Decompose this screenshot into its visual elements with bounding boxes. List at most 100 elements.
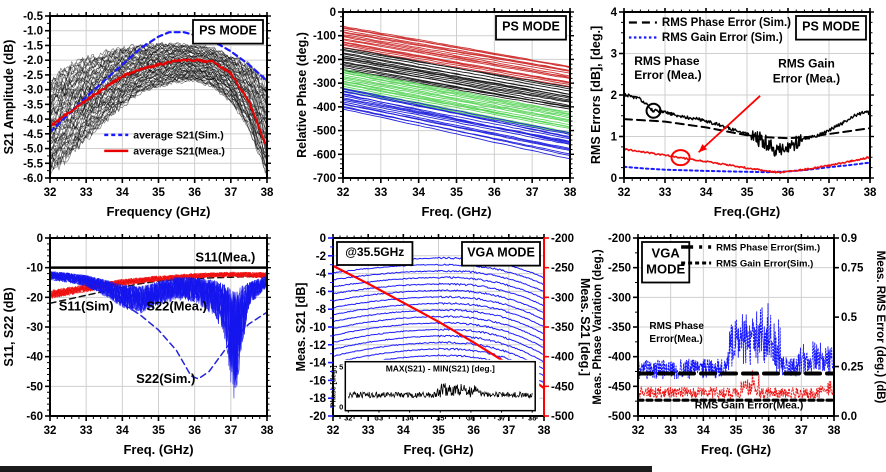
trace-phase-states-red [343,42,570,84]
x-tick-label: 33 [664,425,677,437]
trace-phase-states-green [343,81,570,128]
trace-s21-measured-states [50,76,267,171]
trace-vga-gain-states [333,328,544,356]
y-tick-label: -16 [309,375,326,387]
x-axis-label: Frequency (GHz) [106,204,210,219]
trace-phase-states-black [343,59,570,101]
series-rms-phase-error-mea [638,302,834,380]
vga-rms-errors-svg: VGA MODE RMS Phase Error(Sim.) RMS Gain Err… [592,233,886,457]
trace-phase-states-blue [343,88,570,134]
x-tick-label: 33 [80,425,93,437]
x-tick-label: 34 [116,187,129,199]
y-tick-label: -20 [309,411,326,423]
x-tick-label: 38 [261,425,274,437]
y-tick-label: -14 [309,358,326,370]
y-tick-label: -40 [26,352,43,364]
y-tick-label: -60 [26,411,43,423]
y-tick-label: -5.5 [23,158,43,170]
x-tick-label: 32 [337,187,350,199]
chart-ps-rms-errors: PS MODE RMS Phase Error (Sim.) RMS Gain Er… [589,0,886,228]
mode-box-label: @35.5GHz [345,245,404,259]
trace-phase-states-blue [343,93,570,145]
trace-phase-states-green [343,69,570,113]
trace-phase-states-blue [343,105,570,156]
y-tick-label: 2 [611,90,617,102]
y-tick-label: -6.0 [23,173,43,185]
trace-phase-states-black [343,57,570,99]
x-axis-label: Freq.(GHz) [714,204,780,219]
axes: 32 33 34 35 36 37 38 -0.5 -1.0 -1.5 -2.0 -2.5 -3.0 -3… [2,11,274,219]
y-tick-label: -12 [309,340,326,352]
x-tick-label: 34 [697,425,710,437]
annotation-circle [645,102,662,119]
y-tick-label: -10 [26,263,43,275]
figure-bottom-bar [0,466,652,472]
trace-s21-measured-states [50,71,267,158]
x-tick-label: 35 [152,187,165,199]
y-tick-label: -4.0 [23,114,43,126]
y-right-tick-label: 0.9 [841,233,857,245]
trace-phase-states-green [343,70,570,115]
mode-box [461,241,541,267]
x-tick-label: 34 [116,425,129,437]
inset-x-tick-label: 32 [344,414,352,423]
y-tick-label: -1.5 [23,40,43,52]
trace-s21-measured-states [50,74,267,169]
x-tick-label: 34 [700,187,713,199]
annotation-text: S22(Mea.) [146,299,207,314]
x-tick-label: 37 [224,187,237,199]
trace-phase-states-blue [343,90,570,137]
legend-item-label: RMS Phase Error (Sim.) [662,17,791,29]
trace-vga-gain-states [333,308,544,335]
trace-phase-states-red [343,25,570,68]
y-right-axis-label: Meas. S21 [deg.] [578,278,590,376]
axes: 32 33 34 35 36 37 38 0 -100 -200 -300 -400 -500 -600 -… [295,7,577,219]
trace-phase-states-green [343,71,570,116]
x-tick-label: 34 [397,425,410,437]
legend-item-label: RMS Gain Error (Sim.) [662,32,783,44]
trace-phase-states-green [343,72,570,117]
trace-phase-states-green [343,85,570,129]
y-tick-label: -300 [313,78,336,90]
y-tick-label: -3.0 [23,85,43,97]
inset-x-tick-label: 36 [467,414,475,423]
y-tick-label: -1.0 [23,26,43,38]
trace-phase-states-green [343,76,570,121]
y-tick-label: 4 [611,7,618,19]
x-tick-label: 32 [618,187,631,199]
trace-s21-measured-states [50,69,267,152]
trace-s21-measured-states [50,44,267,93]
x-tick-label: 35 [432,425,445,437]
y-tick-label: -20 [26,292,43,304]
x-tick-label: 35 [741,187,754,199]
x-tick-label: 35 [730,425,743,437]
x-tick-label: 33 [362,425,375,437]
x-tick-label: 38 [538,425,551,437]
legend-item-label: RMS Phase Error(Sim.) [716,243,820,254]
y-tick-label: -2.5 [23,70,43,82]
x-axis-label: Freq. (GHz) [403,442,473,457]
annotation-arrow-head [698,144,708,153]
y-right-tick-label: -500 [551,411,574,423]
trace-vga-gain-states [333,295,544,321]
x-axis-label: Freq. (GHz) [421,204,491,219]
trace-phase-states-blue [343,99,570,145]
series-average-s21-mea [50,58,267,151]
inset-x-tick-label: 33 [375,414,383,423]
trace-s22-mea [50,271,267,379]
trace-phase-states-black [343,50,570,92]
y-tick-label: -4.5 [23,129,43,141]
trace-phase-states-black [343,52,570,95]
inset-y-tick-label: 0 [339,403,343,412]
trace-phase-states-red [343,36,570,78]
trace-vga-gain-states [333,263,544,285]
x-tick-label: 36 [488,187,501,199]
y-tick-label: -8 [316,304,327,316]
y-right-tick-label: 0.75 [841,263,864,275]
x-axis-label: Freq. (GHz) [701,442,771,457]
trace-vga-gain-states [333,282,544,306]
y-axis-label: Meas. S21 [dB] [295,283,308,372]
series-average-s21-sim [50,31,267,134]
inset-title: MAX(S21) - MIN(S21) [deg.] [386,364,495,374]
x-tick-label: 33 [80,187,93,199]
